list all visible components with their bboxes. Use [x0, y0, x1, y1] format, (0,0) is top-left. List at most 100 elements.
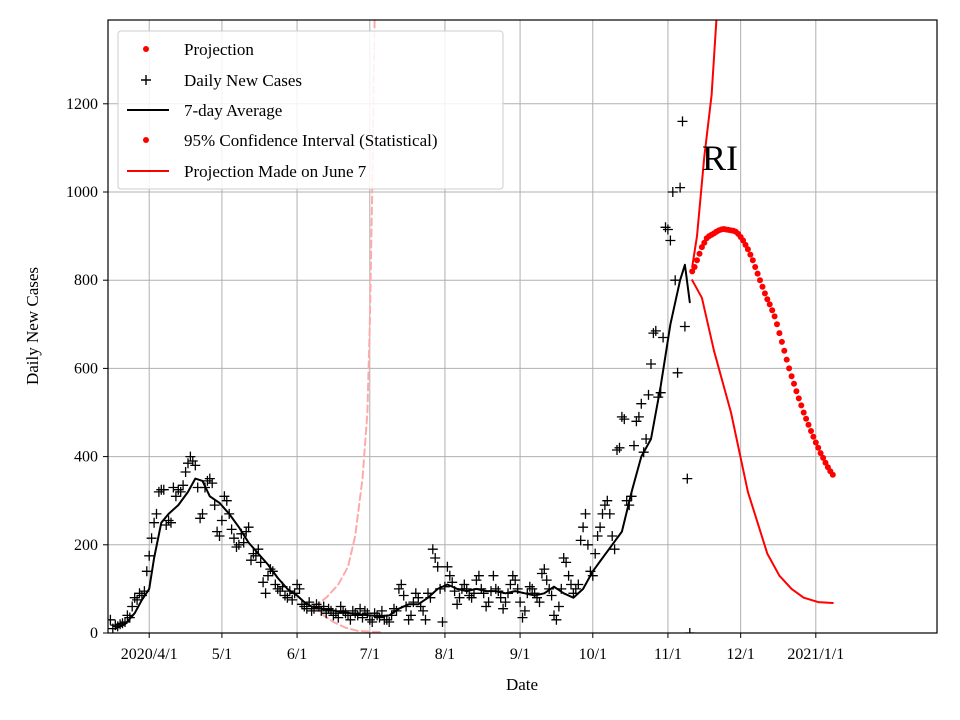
daily-case-point — [684, 628, 695, 633]
projection-point — [757, 277, 763, 284]
projection-point — [776, 330, 783, 337]
y-tick-label: 400 — [74, 449, 98, 466]
ticks: 2020/4/1 5/1 6/1 7/1 8/1 9/1 10/1 11/1 12/1 2021/… — [66, 96, 844, 663]
daily-case-point — [233, 539, 244, 550]
daily-case-point — [675, 182, 686, 193]
daily-case-point — [561, 557, 572, 568]
daily-case-point — [515, 597, 526, 608]
y-tick-label: 200 — [74, 537, 98, 554]
daily-case-point — [541, 575, 552, 586]
daily-case-point — [599, 500, 610, 511]
daily-case-point — [527, 583, 538, 594]
daily-case-point — [306, 605, 317, 616]
daily-case-point — [590, 548, 601, 559]
daily-case-point — [633, 411, 644, 422]
daily-case-point — [403, 614, 414, 625]
projection-point — [795, 395, 802, 402]
daily-case-point — [481, 601, 492, 612]
daily-case-point — [367, 617, 378, 627]
daily-case-point — [214, 531, 225, 541]
daily-case-point — [536, 568, 547, 579]
daily-case-point — [282, 592, 293, 603]
daily-case-point — [459, 579, 470, 590]
daily-case-point — [658, 332, 669, 343]
daily-case-point — [505, 579, 516, 590]
projection-point — [798, 402, 805, 409]
daily-case-point — [229, 533, 239, 544]
projection-point — [810, 433, 817, 440]
daily-case-point — [677, 116, 688, 127]
y-tick-label: 600 — [74, 360, 98, 377]
projection-point — [793, 388, 800, 395]
daily-case-point — [483, 597, 494, 608]
daily-case-point — [219, 491, 230, 502]
daily-case-point — [185, 451, 196, 462]
daily-case-point — [173, 484, 184, 495]
daily-case-point — [578, 522, 589, 533]
daily-case-point — [406, 610, 416, 621]
daily-case-point — [629, 440, 639, 451]
daily-case-point — [231, 542, 242, 552]
daily-case-point — [178, 480, 189, 491]
daily-case-point — [631, 416, 642, 427]
projection-point — [788, 373, 795, 380]
projection-point — [781, 347, 788, 354]
daily-case-point — [216, 515, 227, 526]
daily-case-point — [132, 594, 143, 605]
daily-case-point — [495, 592, 506, 603]
daily-case-point — [650, 325, 661, 336]
daily-case-point — [461, 583, 472, 594]
daily-case-point — [163, 515, 174, 526]
daily-case-point — [260, 588, 271, 599]
projection-point — [701, 239, 708, 246]
daily-case-point — [384, 617, 395, 627]
daily-case-point — [430, 553, 441, 563]
daily-case-point — [180, 467, 191, 477]
state-label: RI — [702, 138, 738, 178]
daily-case-point — [246, 555, 256, 566]
daily-case-point — [413, 592, 424, 603]
projection-point — [771, 313, 778, 320]
daily-case-point — [529, 588, 540, 599]
daily-case-point — [204, 473, 215, 484]
daily-case-point — [209, 500, 220, 511]
daily-case-point — [582, 539, 593, 550]
daily-case-point — [393, 583, 404, 594]
daily-case-point — [187, 456, 198, 466]
x-tick-label: 10/1 — [579, 646, 607, 663]
daily-case-point — [444, 570, 455, 581]
daily-case-point — [190, 460, 201, 471]
daily-case-point — [665, 235, 676, 246]
projection-point — [786, 365, 793, 372]
daily-case-point — [563, 570, 574, 581]
daily-case-point — [488, 570, 499, 581]
daily-case-point — [374, 612, 385, 623]
daily-case-point — [221, 495, 232, 506]
x-tick-label: 11/1 — [654, 646, 682, 663]
x-tick-label: 2021/1/1 — [787, 646, 844, 663]
daily-case-point — [364, 614, 375, 625]
projection-point — [740, 237, 747, 244]
legend-frame — [117, 30, 504, 190]
daily-case-point — [609, 544, 620, 555]
daily-case-point — [519, 605, 530, 616]
daily-case-point — [612, 445, 622, 455]
daily-case-point — [151, 508, 162, 519]
daily-case-point — [248, 548, 259, 559]
daily-case-point — [280, 590, 290, 601]
daily-case-point — [672, 367, 683, 378]
projection-point — [808, 428, 814, 434]
y-tick-label: 1200 — [66, 96, 98, 113]
daily-case-point — [195, 513, 206, 524]
daily-case-point — [592, 531, 603, 541]
legend-label-daily: Daily New Cases — [184, 71, 302, 90]
legend-marker-ci — [143, 137, 149, 143]
daily-case-point — [427, 544, 438, 555]
series-line-ci-lower — [691, 279, 834, 604]
daily-case-point — [539, 564, 550, 575]
projection-point — [747, 251, 754, 258]
projection-point — [820, 454, 827, 461]
projection-point — [749, 257, 756, 264]
daily-case-point — [127, 601, 138, 612]
daily-case-point — [602, 495, 613, 506]
